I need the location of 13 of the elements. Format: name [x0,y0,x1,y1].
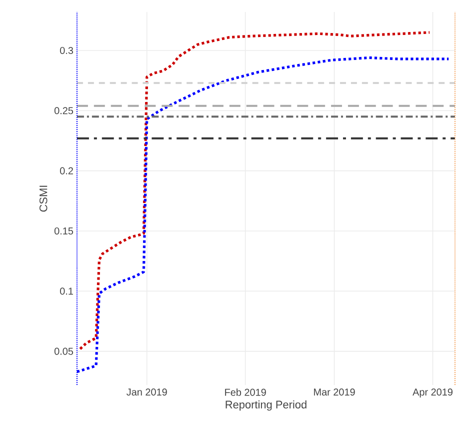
y-tick-label: 0.15 [54,227,74,235]
y-axis-title: CSMI [40,186,48,212]
y-tick-label: 0.05 [54,348,74,355]
x-tick-label: Jan 2019 [126,388,167,396]
x-tick-label: Mar 2019 [314,388,355,396]
x-tick-label: Feb 2019 [225,388,266,396]
x-tick-label: Apr 2019 [412,388,453,398]
y-tick-label: 0.1 [60,288,74,295]
y-tick-label: 0.2 [60,167,73,174]
y-tick-label: 0.3 [60,46,74,54]
x-axis-title: Reporting Period [226,400,306,411]
y-tick-label: 0.25 [54,107,74,114]
line-series [78,31,431,350]
